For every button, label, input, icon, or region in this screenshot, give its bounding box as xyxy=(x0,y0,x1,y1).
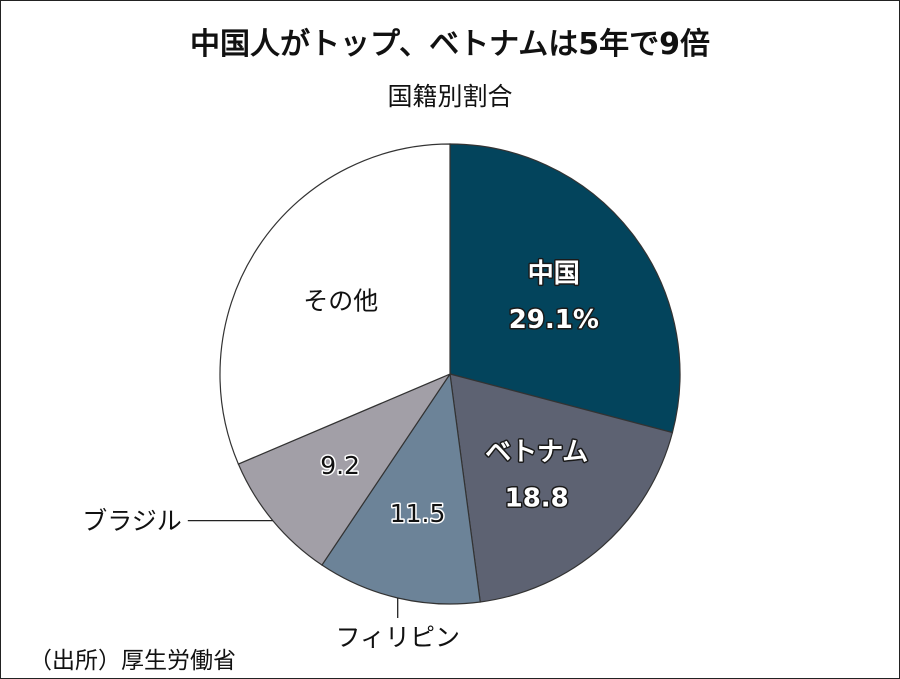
slice-label-4: その他 xyxy=(303,287,378,316)
slice-label-1: ベトナム xyxy=(485,437,588,467)
pie-slice-2 xyxy=(321,372,481,605)
slice-value-1: 18.8 xyxy=(505,483,569,513)
chart-subtitle: 国籍別割合 xyxy=(387,82,513,111)
pie-slice-4 xyxy=(219,143,451,465)
slice-label-0: 中国 xyxy=(528,259,580,289)
slice-value-3: 9.2 xyxy=(320,451,360,480)
source-note: （出所）厚生労働省 xyxy=(29,648,236,674)
slice-label-3: ブラジル xyxy=(82,507,182,536)
slice-value-2: 11.5 xyxy=(390,499,446,528)
pie-slice-1 xyxy=(449,373,674,603)
slice-label-2: フィリピン xyxy=(335,623,460,652)
pie-slice-3 xyxy=(237,372,452,566)
chart-title: 中国人がトップ、ベトナムは5年で9倍 xyxy=(190,27,710,62)
slice-value-0: 29.1% xyxy=(509,305,599,335)
pie-slice-0 xyxy=(449,143,681,434)
